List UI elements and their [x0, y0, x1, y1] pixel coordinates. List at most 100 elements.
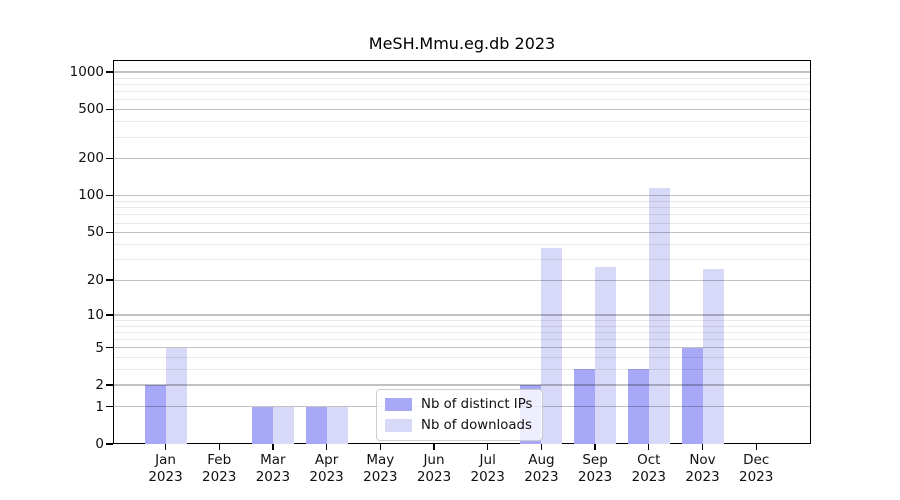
minor-gridline-30: [114, 259, 810, 261]
month-name: Apr: [314, 452, 339, 468]
month-name: Dec: [743, 452, 770, 468]
y-tick-mark-5: [106, 346, 113, 349]
minor-gridline-90: [114, 201, 810, 203]
x-tick-mark-aug: [540, 444, 543, 450]
minor-gridline-8: [114, 325, 810, 327]
bar-distinct-ips-nov: [681, 347, 703, 444]
major-gridline-500: [114, 108, 810, 111]
bar-downloads-sep: [595, 266, 617, 444]
x-tick-label-sep: Sep 2023: [563, 452, 627, 486]
x-tick-label-oct: Oct 2023: [617, 452, 681, 486]
month-name: Aug: [528, 452, 555, 468]
x-tick-label-jun: Jun 2023: [402, 452, 466, 486]
y-tick-label-100: 100: [78, 187, 104, 204]
month-year: 2023: [685, 469, 720, 485]
minor-gridline-3: [114, 369, 810, 371]
bar-downloads-oct: [648, 188, 670, 444]
y-tick-label-1000: 1000: [69, 63, 104, 80]
y-tick-mark-200: [106, 157, 113, 160]
x-tick-mark-jan: [164, 444, 167, 450]
major-gridline-100: [114, 194, 810, 197]
legend-label-0: Nb of distinct IPs: [421, 397, 533, 413]
major-gridline-50: [114, 231, 810, 234]
minor-gridline-80: [114, 207, 810, 209]
y-tick-label-0: 0: [95, 436, 104, 452]
month-name: Mar: [260, 452, 286, 468]
minor-gridline-400: [114, 121, 810, 123]
x-tick-mark-oct: [648, 444, 650, 450]
x-tick-label-dec: Dec 2023: [724, 452, 788, 486]
minor-gridline-9: [114, 320, 810, 321]
major-gridline-200: [114, 157, 810, 160]
x-tick-label-mar: Mar 2023: [241, 452, 305, 486]
y-tick-mark-0: [106, 443, 113, 445]
y-tick-label-5: 5: [95, 339, 104, 356]
bar-downloads-apr: [326, 406, 348, 444]
x-tick-mark-jul: [487, 444, 489, 450]
x-tick-label-jan: Jan 2023: [134, 452, 198, 486]
bar-downloads-jan: [165, 347, 187, 444]
legend-swatch-0: [385, 398, 412, 412]
x-tick-label-nov: Nov 2023: [671, 452, 735, 486]
minor-gridline-70: [114, 214, 810, 216]
minor-gridline-4: [114, 357, 810, 359]
x-tick-mark-may: [379, 444, 381, 450]
minor-gridline-300: [114, 136, 810, 138]
month-name: Jan: [155, 452, 176, 468]
month-name: Oct: [637, 452, 661, 468]
chart-title: MeSH.Mmu.eg.db 2023: [368, 34, 556, 53]
y-tick-label-500: 500: [78, 101, 104, 118]
major-gridline-20: [114, 279, 810, 281]
y-tick-label-200: 200: [78, 150, 104, 167]
bar-downloads-nov: [702, 268, 724, 444]
bar-distinct-ips-jan: [144, 384, 166, 444]
x-tick-mark-dec: [755, 444, 757, 450]
y-tick-mark-100: [106, 194, 113, 197]
minor-gridline-6: [114, 339, 810, 341]
month-year: 2023: [524, 469, 559, 485]
major-gridline-10: [114, 314, 810, 316]
legend-label-1: Nb of downloads: [421, 417, 532, 433]
bar-downloads-aug: [541, 248, 563, 444]
y-tick-label-1: 1: [95, 398, 104, 415]
legend-item-0: Nb of distinct IPs: [385, 397, 542, 412]
month-name: Nov: [689, 452, 716, 468]
y-tick-mark-50: [106, 231, 113, 233]
x-tick-mark-feb: [218, 444, 220, 450]
minor-gridline-40: [114, 244, 810, 245]
x-tick-mark-apr: [325, 444, 328, 450]
month-name: Sep: [582, 452, 608, 468]
bar-distinct-ips-oct: [627, 369, 649, 444]
month-year: 2023: [631, 469, 666, 485]
month-year: 2023: [577, 469, 613, 485]
minor-gridline-7: [114, 332, 810, 334]
x-tick-mark-nov: [701, 444, 704, 450]
x-tick-label-aug: Aug 2023: [509, 452, 573, 486]
y-tick-mark-1: [106, 405, 113, 408]
month-name: Jul: [479, 452, 496, 468]
x-tick-label-jul: Jul 2023: [456, 452, 520, 486]
x-tick-mark-mar: [272, 444, 274, 450]
y-tick-label-10: 10: [86, 306, 104, 323]
month-year: 2023: [739, 469, 774, 485]
month-name: May: [366, 452, 395, 468]
x-tick-label-may: May 2023: [348, 452, 412, 486]
y-tick-mark-2: [106, 384, 113, 386]
major-gridline-1000: [114, 71, 810, 73]
y-tick-mark-10: [106, 314, 113, 316]
month-year: 2023: [148, 469, 183, 485]
y-tick-mark-20: [106, 279, 113, 281]
major-gridline-2: [114, 384, 810, 386]
month-year: 2023: [255, 469, 291, 485]
y-tick-label-2: 2: [95, 376, 104, 393]
minor-gridline-800: [114, 83, 810, 85]
minor-gridline-700: [114, 91, 810, 93]
y-tick-label-20: 20: [86, 272, 104, 289]
x-tick-mark-jun: [433, 444, 435, 450]
legend-swatch-1: [385, 418, 412, 432]
minor-gridline-900: [114, 77, 810, 79]
month-year: 2023: [363, 469, 398, 485]
month-year: 2023: [309, 469, 344, 485]
y-tick-mark-1000: [106, 71, 113, 73]
